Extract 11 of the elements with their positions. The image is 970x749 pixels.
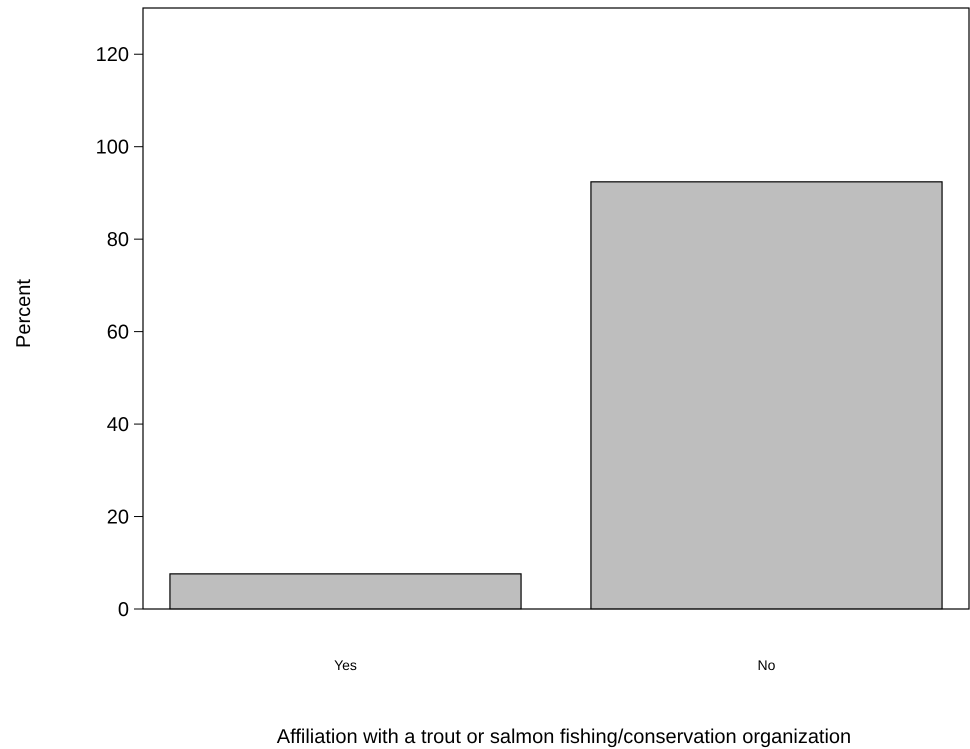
- x-axis-title: Affiliation with a trout or salmon fishing/conservation organization: [276, 726, 852, 748]
- y-tick-label: 40: [106, 414, 129, 436]
- x-tick-label: No: [758, 657, 776, 673]
- y-tick-label: 80: [106, 229, 129, 252]
- y-tick-label: 100: [96, 136, 129, 159]
- y-tick-label: 0: [118, 599, 129, 621]
- y-tick-label: 60: [106, 322, 129, 344]
- y-tick-label: 120: [96, 44, 129, 66]
- x-tick-label: Yes: [334, 657, 357, 673]
- y-axis-title: Percent: [13, 278, 35, 348]
- y-tick-label: 20: [106, 506, 129, 529]
